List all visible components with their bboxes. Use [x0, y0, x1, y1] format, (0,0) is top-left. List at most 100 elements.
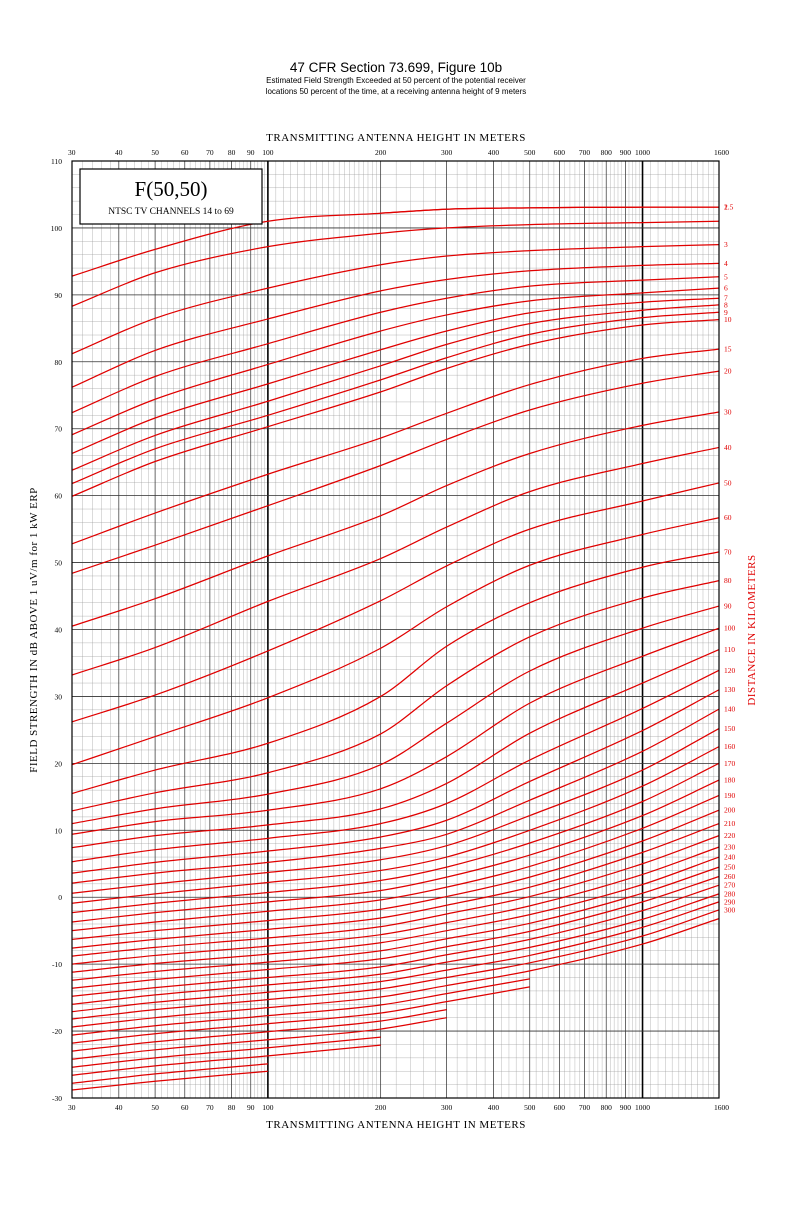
distance-curve	[71, 809, 720, 941]
distance-curve	[71, 262, 720, 388]
distance-label: 230	[724, 843, 736, 852]
y-tick-label: 110	[51, 157, 62, 166]
distance-curve	[71, 1044, 381, 1076]
distance-curve	[71, 482, 720, 723]
distance-curve	[71, 244, 720, 355]
y-tick-label: 100	[51, 224, 63, 233]
distance-curve	[71, 1017, 447, 1060]
distance-label: 160	[724, 742, 736, 751]
right-axis-title: DISTANCE IN KILOMETERS	[746, 554, 758, 705]
distance-label: 7	[724, 294, 728, 303]
distance-label: 220	[724, 831, 736, 840]
distance-label: 120	[724, 666, 736, 675]
plot-frame	[71, 160, 720, 1099]
x-top-tick-label: 300	[441, 148, 453, 157]
distance-label: 280	[724, 889, 736, 898]
distance-curve	[71, 304, 720, 471]
x-top-tick-label: 1600	[714, 148, 729, 157]
distance-curve	[71, 669, 720, 863]
distance-curve	[71, 649, 720, 849]
distance-label: 260	[724, 872, 736, 881]
legend-box: F(50,50) NTSC TV CHANNELS 14 to 69	[79, 168, 263, 225]
x-top-tick-label: 90	[247, 148, 255, 157]
x-bottom-tick-label: 1600	[714, 1103, 729, 1112]
x-top-tick-label: 200	[375, 148, 387, 157]
distance-label: 50	[724, 478, 732, 487]
distance-curve	[71, 411, 720, 627]
x-top-tick-label: 60	[181, 148, 189, 157]
distance-curve	[71, 311, 720, 485]
distance-label: 130	[724, 685, 736, 694]
distance-label: 70	[724, 547, 732, 556]
distance-curve	[71, 206, 719, 277]
x-top-tick-label: 50	[151, 148, 159, 157]
distance-label: 240	[724, 853, 736, 862]
distance-label: 60	[724, 513, 732, 522]
y-tick-label: -10	[52, 960, 62, 969]
distance-curve	[71, 884, 720, 997]
distance-label: 300	[724, 905, 736, 914]
distance-curve	[71, 348, 720, 545]
x-top-tick-label: 1000	[635, 148, 650, 157]
distance-label: 1.5	[724, 203, 734, 212]
distance-curve	[71, 517, 720, 766]
distance-curve	[71, 762, 720, 914]
distance-label: 250	[724, 863, 736, 872]
distance-curve	[71, 276, 720, 414]
distance-curve	[71, 1063, 268, 1084]
page-subtitle-line2: locations 50 percent of the time, at a r…	[265, 87, 527, 96]
x-top-tick-label: 500	[524, 148, 536, 157]
distance-label: 110	[724, 645, 735, 654]
x-bottom-tick-label: 100	[262, 1103, 274, 1112]
distance-label: 270	[724, 881, 736, 890]
y-tick-label: 60	[55, 492, 63, 501]
distance-label: 200	[724, 806, 736, 815]
x-top-tick-labels: 30 40 50 60 70 80 90 100 200 300 400 500 600 700 800 90…	[68, 148, 729, 157]
major-grid	[72, 160, 719, 1099]
x-bottom-tick-labels: 30 40 50 60 70 80 90 100 200 300 400 500 600 700 800 90…	[68, 1103, 729, 1112]
page-title: 47 CFR Section 73.699, Figure 10b	[289, 60, 503, 75]
legend-title: F(50,50)	[135, 177, 208, 201]
distance-label: 40	[724, 443, 732, 452]
legend-subtitle: NTSC TV CHANNELS 14 to 69	[108, 207, 234, 217]
x-top-tick-label: 80	[228, 148, 236, 157]
distance-label: 100	[724, 624, 736, 633]
distance-curve	[71, 846, 720, 965]
distance-curve	[71, 893, 720, 1005]
page-subtitle-line1: Estimated Field Strength Exceeded at 50 …	[266, 76, 526, 85]
distance-label: 10	[724, 315, 732, 324]
x-bottom-tick-label: 900	[620, 1103, 632, 1112]
x-top-tick-label: 600	[554, 148, 566, 157]
x-bottom-tick-label: 70	[206, 1103, 214, 1112]
distance-curves	[71, 206, 720, 1091]
x-axis-title-top: TRANSMITTING ANTENNA HEIGHT IN METERS	[266, 132, 526, 144]
distance-label: 6	[724, 284, 728, 293]
distance-curve	[71, 978, 530, 1036]
distance-curve	[71, 297, 720, 455]
x-top-tick-label: 400	[488, 148, 500, 157]
distance-label: 20	[724, 367, 732, 376]
y-tick-label: 70	[55, 425, 63, 434]
distance-label: 30	[724, 407, 732, 416]
y-tick-label: 10	[55, 826, 63, 835]
x-bottom-tick-label: 60	[181, 1103, 189, 1112]
distance-curve	[71, 689, 720, 874]
distance-curve	[71, 580, 720, 812]
x-bottom-tick-label: 40	[115, 1103, 123, 1112]
distance-curve	[71, 728, 720, 894]
distance-curve	[71, 627, 720, 835]
x-top-tick-label: 30	[68, 148, 76, 157]
distance-label: 140	[724, 705, 736, 714]
distance-curve	[71, 779, 720, 923]
distance-curve	[71, 835, 720, 957]
distance-label: 2	[724, 203, 728, 212]
y-tick-label: 50	[55, 559, 63, 568]
distance-curve	[71, 605, 720, 825]
y-tick-label: -20	[52, 1027, 62, 1036]
title-block: 47 CFR Section 73.699, Figure 10b Estima…	[0, 60, 792, 97]
y-tick-label: 20	[55, 759, 63, 768]
distance-curve	[71, 823, 720, 949]
y-tick-label: 30	[55, 692, 63, 701]
